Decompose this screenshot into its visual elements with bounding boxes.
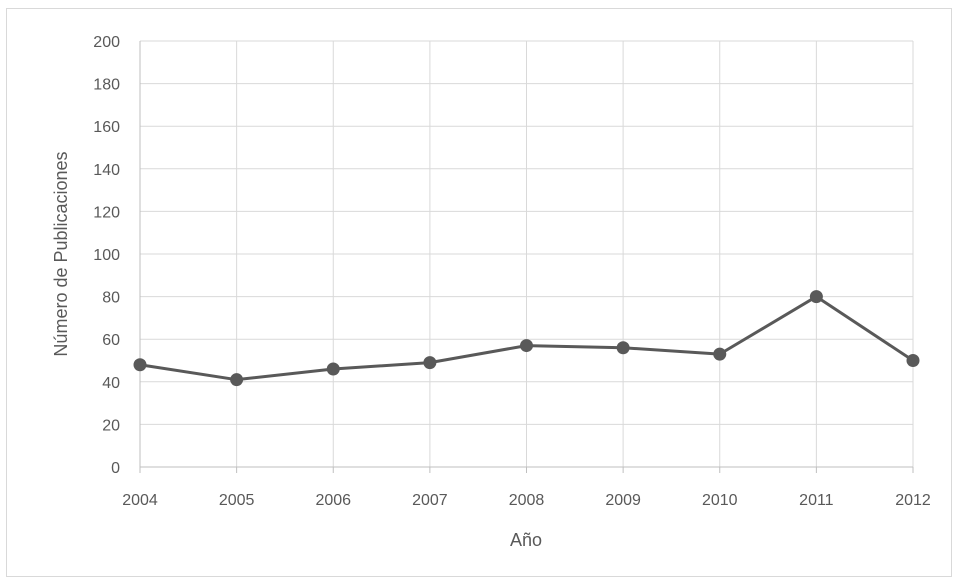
x-tick-label: 2009 xyxy=(605,492,641,509)
x-tick-label: 2012 xyxy=(895,492,931,509)
x-tick-label: 2004 xyxy=(122,492,158,509)
y-tick-label: 0 xyxy=(111,460,120,477)
data-point-2006 xyxy=(326,362,340,376)
y-axis-title: Número de Publicaciones xyxy=(51,151,71,356)
y-tick-label: 200 xyxy=(93,34,120,51)
x-tick-label: 2006 xyxy=(315,492,351,509)
y-tick-label: 140 xyxy=(93,162,120,179)
x-tick-label: 2008 xyxy=(509,492,545,509)
series xyxy=(133,290,920,387)
y-tick-label: 120 xyxy=(93,204,120,221)
x-tick-labels: 2004 2005 2006 2007 2008 2009 2010 2011 2012 xyxy=(122,492,931,509)
data-point-2004 xyxy=(133,358,147,372)
y-tick-label: 60 xyxy=(102,332,120,349)
data-point-2010 xyxy=(713,347,727,361)
chart-frame xyxy=(6,8,952,577)
y-tick-labels: 0 20 40 60 80 100 120 140 160 180 200 xyxy=(93,34,120,477)
x-axis-title: Año xyxy=(510,530,542,550)
x-tick-label: 2007 xyxy=(412,492,448,509)
axes xyxy=(139,41,914,473)
data-point-2005 xyxy=(230,373,244,387)
y-tick-label: 80 xyxy=(102,290,120,307)
y-tick-label: 180 xyxy=(93,77,120,94)
x-tick-label: 2011 xyxy=(799,492,834,509)
data-point-2009 xyxy=(616,341,630,355)
grid-lines xyxy=(139,40,914,467)
y-tick-label: 20 xyxy=(102,417,120,434)
data-point-2011 xyxy=(809,290,823,304)
data-point-2012 xyxy=(906,354,920,367)
x-tick-label: 2010 xyxy=(702,492,738,509)
y-tick-label: 40 xyxy=(102,375,120,392)
y-tick-label: 160 xyxy=(93,119,120,136)
x-tick-label: 2005 xyxy=(219,492,255,509)
y-tick-label: 100 xyxy=(93,247,120,264)
data-point-2008 xyxy=(520,339,533,353)
data-point-2007 xyxy=(423,356,437,370)
